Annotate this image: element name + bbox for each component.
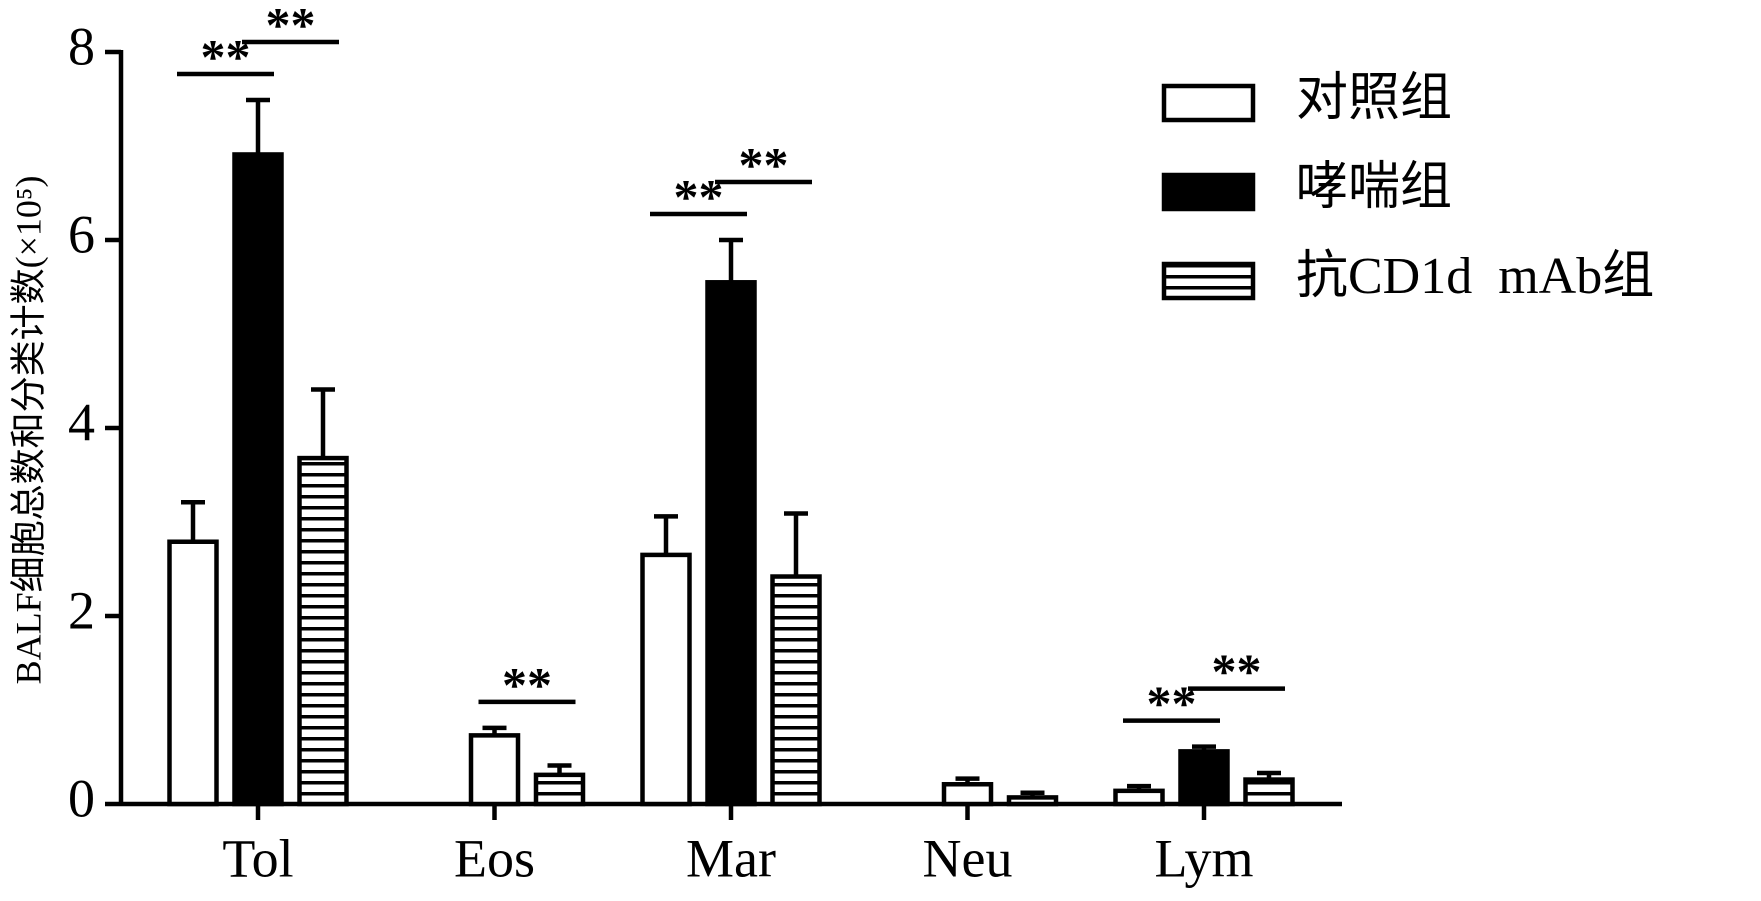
bar xyxy=(1113,788,1165,807)
bar xyxy=(468,733,521,807)
x-tick-label: Neu xyxy=(923,828,1013,888)
significance-label: ** xyxy=(1212,643,1262,699)
bar xyxy=(297,455,349,807)
legend-swatch xyxy=(1161,172,1256,212)
x-tick-label: Tol xyxy=(222,828,293,888)
y-tick-label: 2 xyxy=(68,580,95,640)
y-axis-title: BALF细胞总数和分类计数(×10⁵) xyxy=(8,176,48,685)
x-tick-label: Lym xyxy=(1154,828,1253,888)
significance-label: ** xyxy=(266,0,316,52)
bar xyxy=(640,552,692,807)
bar xyxy=(1178,749,1230,807)
bar xyxy=(167,539,219,807)
legend-label: 抗CD1d mAb组 xyxy=(1296,248,1654,305)
legend-label: 哮喘组 xyxy=(1296,159,1452,216)
bar xyxy=(232,152,284,807)
y-tick-label: 0 xyxy=(68,768,95,828)
bar xyxy=(1006,795,1059,807)
bar xyxy=(533,772,586,807)
x-tick-label: Mar xyxy=(686,828,776,888)
x-tick-label: Eos xyxy=(454,828,535,888)
bar xyxy=(770,574,822,807)
y-tick-label: 6 xyxy=(68,204,95,264)
legend-swatch xyxy=(1161,261,1256,301)
significance-label: ** xyxy=(674,168,724,224)
significance-label: ** xyxy=(1147,675,1197,731)
y-tick-label: 8 xyxy=(68,16,95,76)
bar xyxy=(1243,777,1295,807)
bar xyxy=(705,280,757,807)
significance-label: ** xyxy=(201,28,251,84)
significance-label: ** xyxy=(502,656,552,712)
y-tick-label: 4 xyxy=(68,392,95,452)
legend-label: 对照组 xyxy=(1296,70,1452,127)
legend-swatch xyxy=(1161,83,1256,123)
bar xyxy=(941,782,994,807)
significance-label: ** xyxy=(739,136,789,192)
